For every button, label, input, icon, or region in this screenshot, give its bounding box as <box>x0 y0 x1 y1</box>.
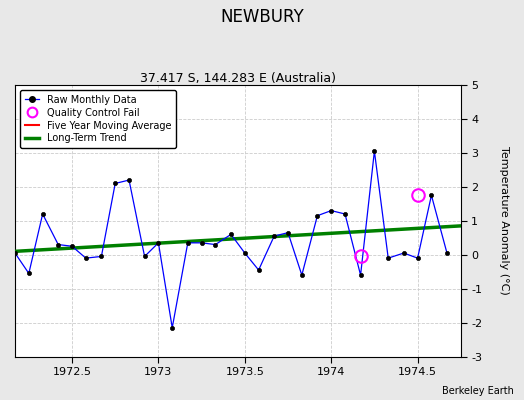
Raw Monthly Data <box>212 242 219 247</box>
Raw Monthly Data <box>444 251 450 256</box>
Raw Monthly Data <box>256 268 262 272</box>
Raw Monthly Data <box>69 244 75 249</box>
Raw Monthly Data <box>98 254 104 259</box>
Text: NEWBURY: NEWBURY <box>220 8 304 26</box>
Raw Monthly Data <box>414 256 421 260</box>
Quality Control Fail <box>414 193 421 198</box>
Raw Monthly Data <box>228 232 234 237</box>
Text: Berkeley Earth: Berkeley Earth <box>442 386 514 396</box>
Raw Monthly Data <box>428 193 434 198</box>
Raw Monthly Data <box>401 251 407 256</box>
Raw Monthly Data <box>342 212 348 216</box>
Raw Monthly Data <box>299 273 305 278</box>
Raw Monthly Data <box>385 256 391 260</box>
Raw Monthly Data <box>141 254 148 259</box>
Raw Monthly Data <box>328 208 334 213</box>
Raw Monthly Data <box>285 230 291 235</box>
Raw Monthly Data <box>12 251 18 256</box>
Raw Monthly Data <box>184 240 191 245</box>
Raw Monthly Data <box>357 273 364 278</box>
Raw Monthly Data <box>26 271 32 276</box>
Quality Control Fail <box>357 254 364 259</box>
Raw Monthly Data <box>199 240 205 245</box>
Raw Monthly Data <box>83 256 89 260</box>
Y-axis label: Temperature Anomaly (°C): Temperature Anomaly (°C) <box>499 146 509 295</box>
Raw Monthly Data <box>126 178 132 182</box>
Raw Monthly Data <box>39 212 46 216</box>
Raw Monthly Data <box>112 181 118 186</box>
Raw Monthly Data <box>271 234 277 238</box>
Raw Monthly Data <box>55 242 61 247</box>
Title: 37.417 S, 144.283 E (Australia): 37.417 S, 144.283 E (Australia) <box>140 72 336 85</box>
Line: Raw Monthly Data: Raw Monthly Data <box>13 149 449 330</box>
Raw Monthly Data <box>242 251 248 256</box>
Raw Monthly Data <box>155 240 161 245</box>
Raw Monthly Data <box>371 149 377 154</box>
Legend: Raw Monthly Data, Quality Control Fail, Five Year Moving Average, Long-Term Tren: Raw Monthly Data, Quality Control Fail, … <box>20 90 177 148</box>
Raw Monthly Data <box>314 213 321 218</box>
Line: Quality Control Fail: Quality Control Fail <box>354 189 424 263</box>
Raw Monthly Data <box>169 325 176 330</box>
